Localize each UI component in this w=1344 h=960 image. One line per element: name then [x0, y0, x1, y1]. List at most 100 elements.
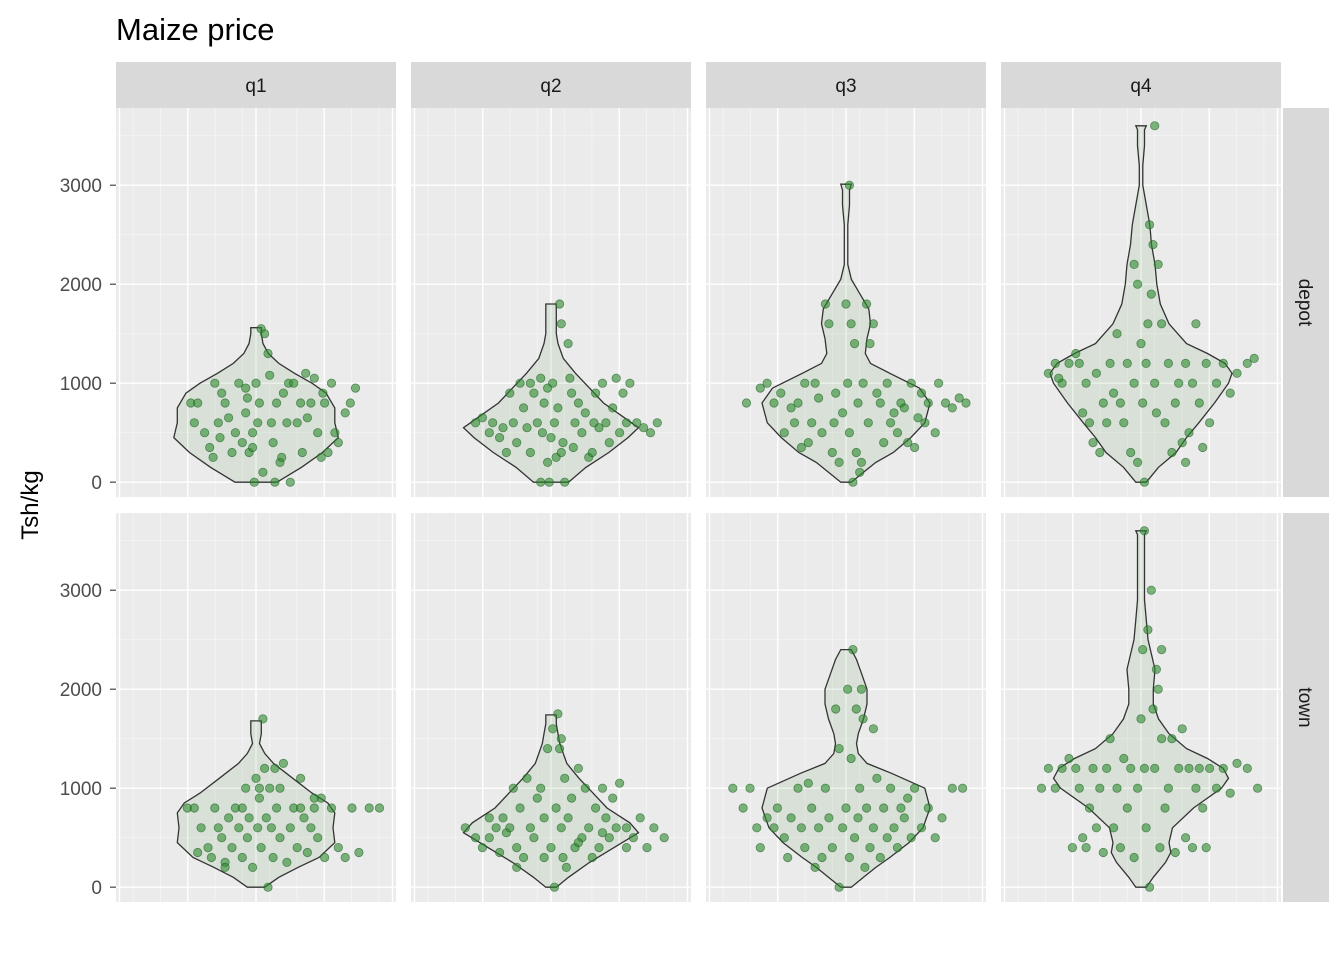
- data-point: [841, 299, 851, 309]
- data-point: [1071, 763, 1081, 774]
- y-tick-label: 2000: [60, 275, 102, 296]
- data-point: [611, 823, 621, 833]
- data-point: [529, 833, 539, 843]
- data-point: [254, 793, 264, 803]
- y-tick-label: 3000: [60, 581, 102, 602]
- data-point: [1232, 368, 1242, 378]
- data-point: [1153, 259, 1163, 269]
- data-point: [930, 833, 940, 843]
- data-point: [508, 418, 518, 428]
- data-point: [1129, 259, 1139, 269]
- data-point: [827, 842, 837, 853]
- data-point: [913, 413, 923, 423]
- data-point: [306, 823, 316, 833]
- data-point: [614, 428, 625, 438]
- data-point: [796, 442, 807, 453]
- data-point: [542, 743, 553, 754]
- data-point: [846, 753, 856, 764]
- data-point: [554, 299, 565, 309]
- data-point: [843, 684, 853, 694]
- data-point: [856, 457, 867, 467]
- data-point: [374, 803, 385, 813]
- panel-town-q2: [411, 513, 691, 902]
- data-point: [249, 477, 259, 487]
- data-point: [549, 418, 560, 428]
- data-point: [242, 393, 252, 403]
- data-point: [1105, 734, 1115, 744]
- data-point: [820, 783, 831, 793]
- data-point: [544, 477, 554, 487]
- data-point: [1109, 823, 1119, 833]
- data-point: [608, 793, 618, 803]
- data-point: [1187, 842, 1198, 853]
- data-point: [244, 813, 254, 823]
- data-point: [868, 724, 879, 734]
- data-point: [589, 418, 599, 428]
- data-point: [1205, 763, 1215, 774]
- data-point: [590, 803, 601, 813]
- data-point: [220, 398, 230, 408]
- data-point: [1036, 783, 1047, 793]
- data-point: [807, 803, 817, 813]
- data-point: [237, 803, 247, 813]
- data-point: [923, 803, 933, 813]
- data-point: [551, 803, 561, 813]
- data-point: [253, 418, 263, 428]
- data-point: [1218, 358, 1228, 368]
- data-point: [330, 428, 340, 438]
- strip-label-town: town: [1294, 687, 1315, 727]
- data-point: [251, 773, 261, 783]
- data-point: [1126, 763, 1136, 774]
- data-point: [1163, 358, 1174, 368]
- data-point: [861, 803, 872, 813]
- data-point: [213, 418, 223, 428]
- data-point: [1129, 852, 1139, 863]
- data-point: [220, 862, 230, 873]
- data-point: [234, 378, 244, 388]
- data-point: [1198, 442, 1208, 453]
- data-point: [1211, 378, 1222, 388]
- data-point: [491, 823, 501, 833]
- data-point: [885, 783, 896, 793]
- data-point: [892, 842, 903, 853]
- data-point: [1112, 329, 1122, 339]
- y-tick-label: 0: [91, 878, 102, 899]
- data-point: [841, 803, 851, 813]
- panel-town-q3: [706, 513, 986, 902]
- data-point: [563, 813, 573, 823]
- y-axis-title: Tsh/kg: [17, 470, 44, 539]
- data-point: [1084, 803, 1095, 813]
- panel-depot-q4: [1001, 108, 1281, 497]
- data-point: [350, 383, 361, 393]
- data-point: [1102, 763, 1112, 774]
- data-point: [259, 329, 270, 339]
- data-point: [565, 373, 575, 383]
- data-point: [254, 783, 264, 793]
- data-point: [285, 823, 295, 833]
- data-point: [849, 833, 860, 843]
- data-point: [539, 813, 549, 823]
- data-point: [853, 813, 863, 823]
- data-point: [282, 857, 292, 868]
- data-point: [319, 398, 330, 408]
- data-point: [553, 403, 563, 413]
- data-point: [1109, 388, 1119, 398]
- data-point: [512, 437, 522, 448]
- data-point: [460, 823, 470, 833]
- strip-label-q3: q3: [835, 76, 856, 97]
- strip-q2: [411, 62, 691, 108]
- data-point: [542, 383, 553, 393]
- data-point: [954, 393, 964, 403]
- data-point: [237, 437, 247, 448]
- data-point: [752, 823, 762, 833]
- data-point: [810, 862, 820, 873]
- violin-shape: [462, 714, 640, 888]
- data-point: [846, 319, 856, 329]
- data-point: [848, 477, 858, 487]
- data-point: [813, 823, 824, 833]
- data-point: [1064, 753, 1074, 764]
- data-point: [803, 437, 813, 448]
- data-point: [1191, 783, 1201, 793]
- data-point: [817, 852, 827, 863]
